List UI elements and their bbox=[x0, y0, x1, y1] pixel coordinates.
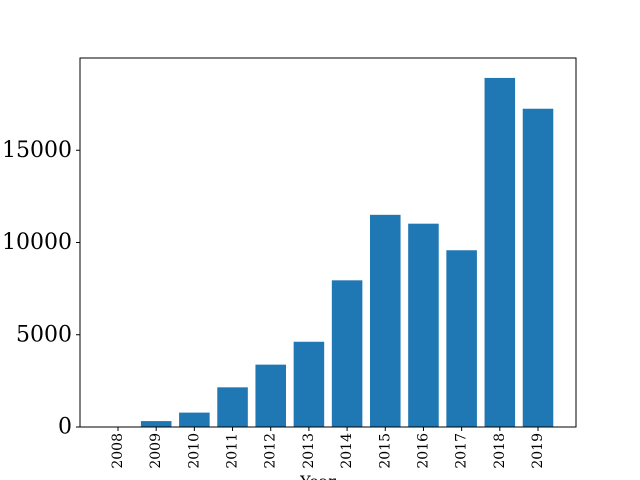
bar-2012 bbox=[255, 364, 286, 427]
x-tick-label: 2009 bbox=[148, 433, 164, 469]
x-tick-label: 2011 bbox=[225, 433, 241, 469]
x-tick-label: 2008 bbox=[110, 433, 126, 469]
x-tick-label: 2015 bbox=[377, 433, 393, 469]
bar-2013 bbox=[293, 341, 325, 427]
x-tick-label: 2019 bbox=[530, 433, 546, 469]
bar-2016 bbox=[408, 223, 439, 427]
y-tick-label: 5000 bbox=[16, 322, 72, 347]
y-tick-label: 0 bbox=[58, 415, 72, 440]
x-tick-label: 2010 bbox=[186, 433, 202, 469]
bar-2010 bbox=[179, 412, 210, 427]
x-tick-label: 2018 bbox=[492, 433, 508, 469]
bar-2011 bbox=[217, 387, 248, 427]
bar-2009 bbox=[140, 421, 172, 427]
x-tick-label: 2013 bbox=[301, 433, 317, 469]
y-axis-ticks: 0 5000 10000 15000 bbox=[2, 138, 80, 440]
bar-2015 bbox=[370, 214, 401, 427]
y-tick-label: 10000 bbox=[2, 230, 72, 255]
x-tick-label: 2012 bbox=[263, 433, 279, 469]
y-tick-label: 15000 bbox=[2, 138, 72, 163]
x-tick-label: 2016 bbox=[415, 433, 431, 469]
x-axis-ticks: 2008 2009 2010 2011 2012 2013 2014 2015 2016 2017… bbox=[110, 427, 546, 469]
bar-2018 bbox=[484, 77, 516, 428]
x-tick-label: 2017 bbox=[454, 433, 470, 469]
x-tick-label: 2014 bbox=[339, 433, 355, 469]
bar-2017 bbox=[446, 250, 477, 427]
bars-group bbox=[102, 77, 554, 428]
plot-frame bbox=[79, 57, 577, 428]
bar-2019 bbox=[522, 108, 554, 428]
bar-2014 bbox=[331, 280, 363, 427]
x-axis-label: Year bbox=[299, 472, 336, 480]
